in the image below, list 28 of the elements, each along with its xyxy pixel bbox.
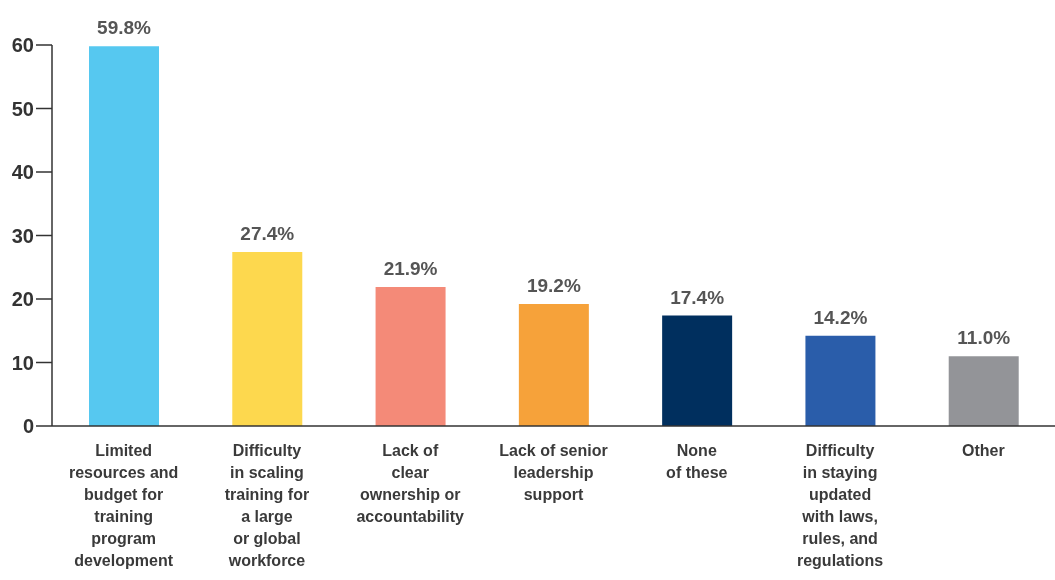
data-label: 19.2% — [526, 275, 581, 297]
data-label: 27.4% — [240, 223, 295, 245]
x-tick-label: Other — [962, 442, 1005, 459]
x-tick-label: Difficulty in scaling training for a large or global workforce — [224, 442, 310, 569]
y-tick-label: 50 — [11, 97, 34, 120]
data-label: 11.0% — [957, 327, 1011, 349]
x-tick-label: Limited resources and budget for training program development — [68, 442, 179, 569]
data-label: 21.9% — [383, 257, 438, 279]
y-tick-label: 0 — [22, 415, 34, 438]
x-tick-label: None of these — [666, 442, 728, 481]
y-tick-label: 60 — [11, 34, 34, 57]
bar — [232, 252, 303, 426]
x-tick-label: Lack of clear ownership or accountability — [356, 442, 465, 525]
x-tick-label: Difficulty in staying updated with laws, rules, and regulations — [796, 442, 884, 569]
bar — [375, 286, 446, 426]
x-tick-label: Lack of senior leadership support — [499, 442, 608, 503]
y-tick-label: 10 — [11, 351, 34, 374]
bar — [948, 356, 1019, 426]
y-tick-label: 20 — [11, 288, 34, 311]
data-label: 14.2% — [813, 306, 868, 328]
data-label: 59.8% — [97, 17, 152, 39]
bar — [805, 335, 876, 426]
y-tick-label: 30 — [11, 224, 34, 247]
bar — [662, 315, 733, 426]
bar — [89, 46, 159, 426]
y-tick-label: 40 — [11, 161, 34, 184]
data-label: 17.4% — [670, 286, 725, 308]
bar — [518, 304, 589, 426]
